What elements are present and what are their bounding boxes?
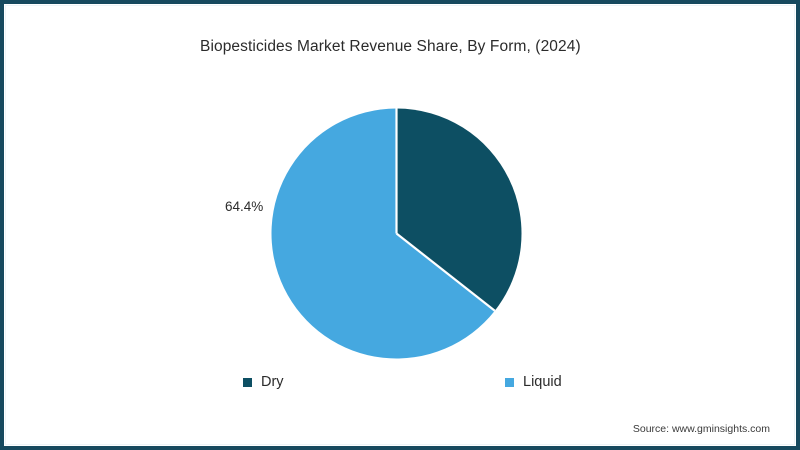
pie-chart bbox=[271, 108, 522, 359]
pie-chart-svg bbox=[271, 108, 522, 359]
legend-swatch-liquid-icon bbox=[505, 377, 514, 387]
legend-item-dry[interactable]: Dry bbox=[243, 371, 284, 393]
legend-label-liquid: Liquid bbox=[523, 374, 562, 390]
legend-label-dry: Dry bbox=[261, 374, 284, 390]
page-title: Biopesticides Market Revenue Share, By F… bbox=[200, 38, 581, 55]
pie-separator-1 bbox=[395, 232, 496, 312]
pie-label-liquid-percent: 64.4% bbox=[225, 199, 264, 214]
pie-slice-liquid[interactable] bbox=[271, 108, 495, 359]
legend-item-liquid[interactable]: Liquid bbox=[505, 371, 562, 393]
legend-swatch-dry-icon bbox=[243, 377, 252, 387]
source-attribution: Source: www.gminsights.com bbox=[632, 423, 770, 435]
pie-slice-dry[interactable] bbox=[396, 108, 522, 311]
chart-legend: Dry Liquid bbox=[243, 371, 573, 393]
